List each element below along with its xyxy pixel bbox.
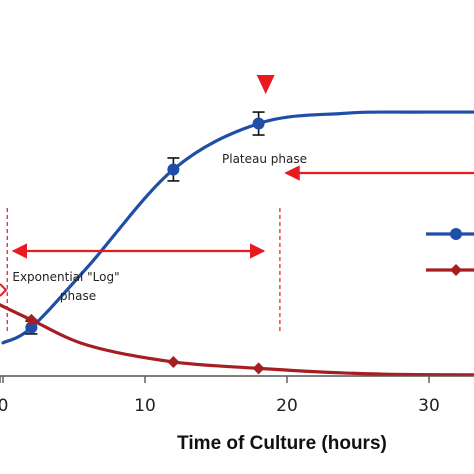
series-0-point-0 <box>25 321 38 334</box>
legend-series-0-marker <box>450 228 462 240</box>
series-layer <box>0 110 474 377</box>
x-tick-label-0: 0 <box>0 396 8 416</box>
annotation-layer: Plateau phase Exponential "Log" phase <box>0 75 474 332</box>
series-0-line <box>1 110 474 345</box>
series-1-point-2 <box>252 362 265 375</box>
left-edge-arrow <box>0 283 8 297</box>
x-tick-label-2: 20 <box>276 396 298 416</box>
legend-series-1-marker <box>450 264 462 276</box>
exponential-phase-label-line2: phase <box>60 289 96 303</box>
exponential-phase-label-line1: Exponential "Log" <box>12 270 119 284</box>
legend <box>426 228 474 276</box>
series-0-point-2 <box>252 117 265 130</box>
plateau-phase-label: Plateau phase <box>222 152 307 166</box>
transition-marker-arrow <box>256 75 275 94</box>
x-axis-ticks: 010203040 <box>0 376 440 416</box>
series-1-line <box>0 303 474 377</box>
x-axis-title: Time of Culture (hours) <box>177 433 387 454</box>
x-tick-label-1: 10 <box>134 396 156 416</box>
series-0-point-1 <box>167 163 180 176</box>
series-1-point-1 <box>167 355 180 368</box>
series-1-point-0 <box>25 313 38 326</box>
x-tick-label-3: 30 <box>418 396 440 416</box>
